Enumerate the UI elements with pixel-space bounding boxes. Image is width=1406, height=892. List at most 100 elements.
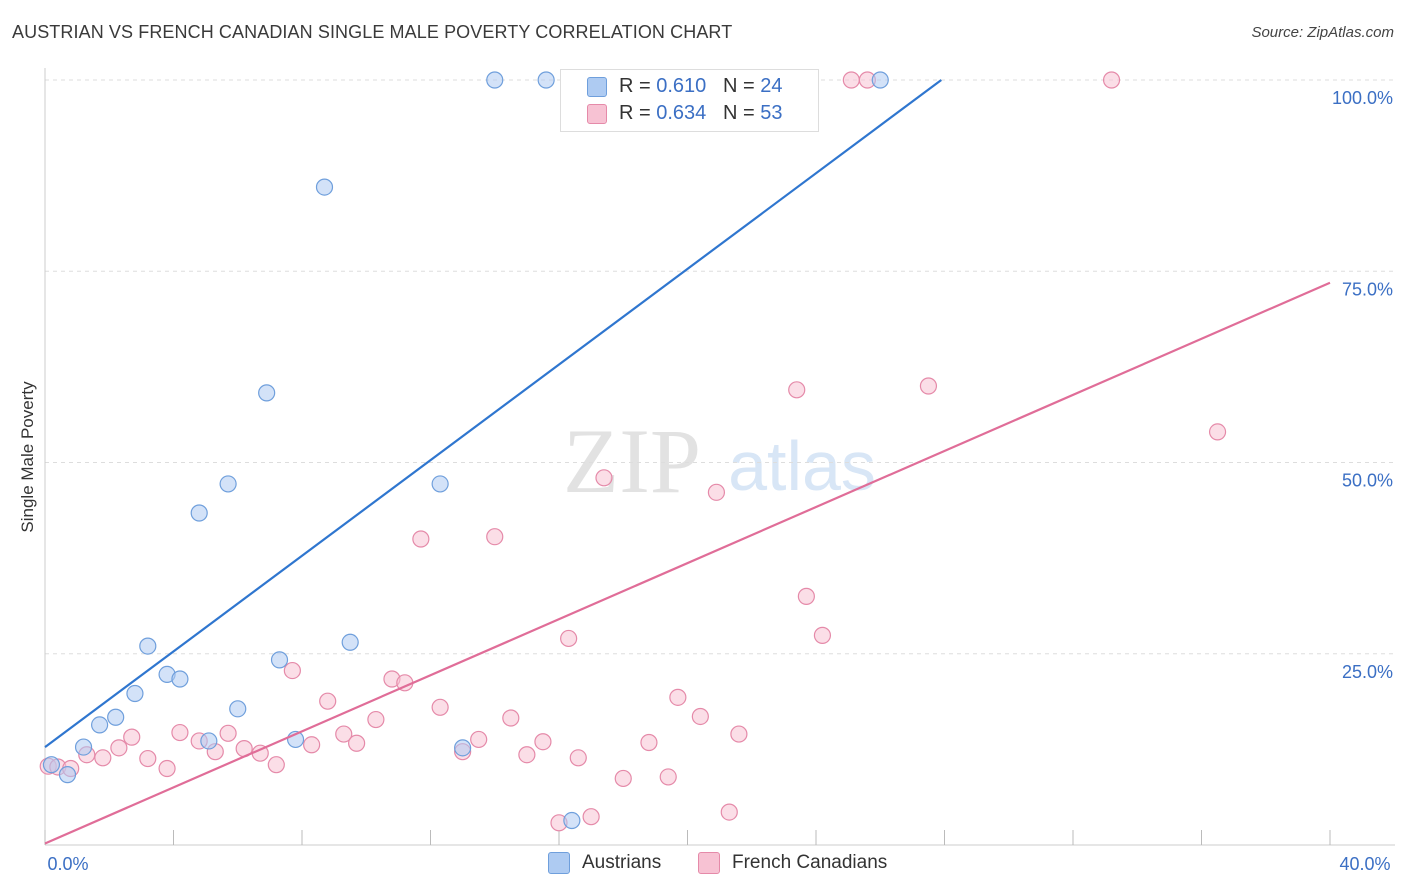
french-point-48 xyxy=(842,71,860,89)
french-point-45 xyxy=(788,381,806,399)
y-tick-label-75: 75.0% xyxy=(1342,279,1393,299)
french-r-value: 0.634 xyxy=(656,101,707,124)
french-point-29 xyxy=(502,709,520,727)
austrians-point-2 xyxy=(74,738,93,756)
trend-lines xyxy=(44,79,1331,845)
austrians-point-0 xyxy=(42,756,61,774)
austrians-r-label: R = xyxy=(619,74,651,97)
french-point-12 xyxy=(219,724,237,742)
austrians-r-value: 0.610 xyxy=(656,74,707,97)
french-point-50 xyxy=(919,377,938,395)
watermark-zip: ZIP xyxy=(563,410,701,512)
y-tick-label-50: 50.0% xyxy=(1342,471,1393,491)
austrians-swatch xyxy=(587,77,607,97)
french-point-42 xyxy=(707,483,726,501)
austrians-point-19 xyxy=(454,739,472,757)
austrians-point-18 xyxy=(431,475,449,493)
french-point-41 xyxy=(691,707,709,726)
french-point-4 xyxy=(94,749,112,767)
french-point-40 xyxy=(669,688,687,706)
watermark: ZIP atlas xyxy=(563,410,876,512)
french-point-51 xyxy=(1102,71,1121,89)
tick-labels: 25.0% 50.0% 75.0% 100.0% 0.0% 40.0% xyxy=(47,88,1393,874)
austrians-point-11 xyxy=(219,475,237,493)
french-point-16 xyxy=(283,661,301,680)
axes xyxy=(44,68,1395,846)
austrians-point-22 xyxy=(563,811,581,830)
chart-title: AUSTRIAN VS FRENCH CANADIAN SINGLE MALE … xyxy=(12,22,733,42)
french-point-20 xyxy=(348,734,366,752)
source-label: Source: ZipAtlas.com xyxy=(1251,24,1394,41)
austrians-point-14 xyxy=(270,651,289,669)
french-point-30 xyxy=(518,746,536,764)
french-point-28 xyxy=(486,528,504,546)
austrians-point-4 xyxy=(107,708,125,726)
french-point-46 xyxy=(797,587,815,605)
french-point-43 xyxy=(720,803,738,821)
french-swatch xyxy=(587,104,607,124)
french-r-label: R = xyxy=(619,101,651,124)
french-point-36 xyxy=(595,469,613,487)
austrians-point-8 xyxy=(171,670,189,688)
austrians-legend-label: Austrians xyxy=(582,852,662,873)
french-point-35 xyxy=(582,808,600,826)
x-tick-label-min: 0.0% xyxy=(47,854,88,874)
y-tick-label-100: 100.0% xyxy=(1332,88,1393,108)
french-n-value: 53 xyxy=(760,101,783,124)
french-point-44 xyxy=(730,725,748,743)
austrians-point-17 xyxy=(341,633,359,651)
french-point-7 xyxy=(139,749,157,768)
french-trend-line xyxy=(44,281,1331,845)
austrians-point-21 xyxy=(537,71,555,89)
french-n-label: N = xyxy=(722,101,755,124)
french-point-21 xyxy=(367,710,385,729)
legend-row-austrians: R = 0.610 N = 24 xyxy=(619,74,782,98)
austrians-point-9 xyxy=(190,504,208,522)
french-point-31 xyxy=(534,733,552,751)
french-point-15 xyxy=(267,756,285,774)
austrians-point-20 xyxy=(486,71,504,89)
austrians-point-12 xyxy=(229,700,247,718)
french-point-8 xyxy=(158,759,176,778)
french-point-24 xyxy=(412,530,430,548)
y-tick-label-25: 25.0% xyxy=(1342,662,1393,682)
grid xyxy=(45,79,1395,655)
french-point-6 xyxy=(123,728,141,746)
austrians-trend-line xyxy=(44,79,942,748)
french-point-25 xyxy=(431,698,449,716)
correlation-legend: R = 0.610 N = 24 R = 0.634 N = 53 xyxy=(560,69,819,132)
austrians-point-5 xyxy=(126,684,144,703)
french-point-52 xyxy=(1208,423,1227,441)
french-point-33 xyxy=(560,629,578,648)
french-point-9 xyxy=(171,723,189,742)
austrians-point-13 xyxy=(258,384,276,402)
austrians-point-16 xyxy=(315,178,334,196)
austrians-point-23 xyxy=(871,71,889,89)
french-point-38 xyxy=(640,733,658,752)
legend-row-french: R = 0.634 N = 53 xyxy=(619,101,782,125)
data-points xyxy=(39,71,1227,832)
french-point-37 xyxy=(614,769,632,788)
french-point-19 xyxy=(335,725,353,743)
french-point-34 xyxy=(569,749,587,767)
austrians-point-1 xyxy=(58,766,77,784)
french-point-17 xyxy=(303,736,321,754)
austrians-n-value: 24 xyxy=(760,74,783,97)
french-point-18 xyxy=(319,692,337,710)
austrians-point-10 xyxy=(200,732,218,750)
legend-item-austrians: Austrians xyxy=(548,852,661,874)
french-legend-swatch xyxy=(698,852,720,874)
french-point-47 xyxy=(813,626,832,644)
austrians-point-6 xyxy=(139,637,157,655)
french-point-39 xyxy=(659,768,677,786)
french-legend-label: French Canadians xyxy=(732,852,888,873)
watermark-atlas: atlas xyxy=(728,427,876,505)
austrians-legend-swatch xyxy=(548,852,570,874)
legend-item-french: French Canadians xyxy=(698,852,887,874)
french-point-27 xyxy=(470,730,488,749)
french-point-5 xyxy=(110,739,128,757)
austrians-point-3 xyxy=(91,716,109,734)
x-tick-label-max: 40.0% xyxy=(1339,854,1390,874)
austrians-n-label: N = xyxy=(722,74,755,97)
